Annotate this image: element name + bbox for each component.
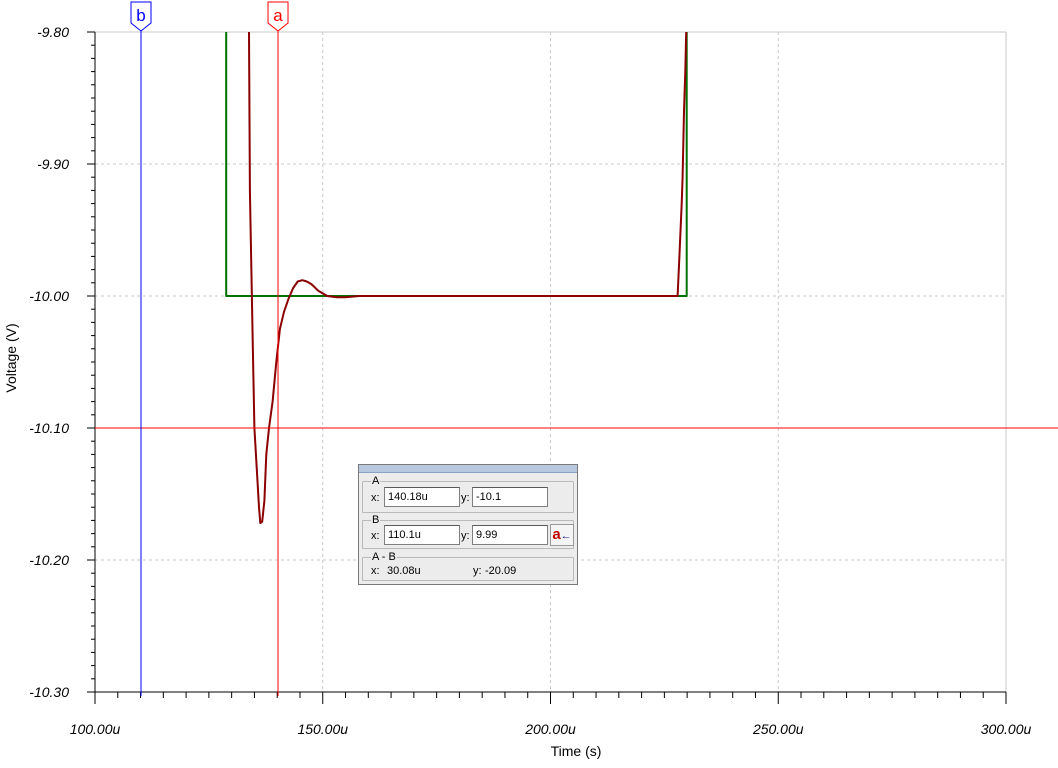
y-tick-label: -10.00 — [29, 288, 69, 304]
x-axis-title: Time (s) — [551, 743, 602, 759]
x-tick-label: 150.00u — [297, 721, 348, 737]
readout-title-bar[interactable] — [359, 465, 577, 473]
swap-cursor-button[interactable]: a← — [550, 524, 574, 546]
cursor-a-x-label: x: — [371, 492, 380, 504]
y-tick-label: -10.20 — [29, 552, 69, 568]
cursor-a-y-field[interactable] — [472, 487, 548, 507]
y-axis-title: Voltage (V) — [3, 323, 19, 392]
cursor-b-y-field[interactable] — [472, 525, 548, 545]
cursor-diff-x-label: x: — [371, 565, 380, 577]
cursor-a-x-field[interactable] — [384, 487, 460, 507]
cursor-a-y-label: y: — [461, 492, 470, 504]
cursor-a-group-label: A — [371, 475, 381, 487]
series-line-2 — [248, 31, 688, 524]
y-tick-label: -10.10 — [29, 420, 69, 436]
cursor-readout-panel[interactable]: A x: y: B x: y: a← A - B x: 30.08u y: -2… — [358, 464, 578, 585]
cursor-b-group-label: B — [371, 514, 381, 526]
axes-layer: -9.80 -9.90 -10.00 -10.10 -10.20 -10.30 100.00… — [29, 24, 1031, 737]
series-layer — [225, 31, 688, 524]
cursor-b-x-field[interactable] — [384, 525, 460, 545]
x-tick-label: 250.00u — [752, 721, 804, 737]
arrow-left-icon: ← — [560, 529, 572, 542]
cursor-a-flag-label: a — [273, 6, 283, 25]
cursor-b-flag — [130, 1, 152, 32]
cursor-a-flag — [267, 1, 289, 32]
grid-layer — [95, 31, 1007, 692]
y-tick-label: -9.90 — [37, 156, 69, 172]
cursor-b-x-label: x: — [371, 530, 380, 542]
swap-cursor-label: a — [552, 525, 561, 543]
cursor-b-group: B x: y: a← — [362, 514, 574, 549]
x-tick-label: 300.00u — [981, 721, 1032, 737]
cursor-diff-y-value: -20.09 — [485, 565, 517, 577]
y-tick-label: -9.80 — [37, 24, 69, 40]
x-tick-label: 200.00u — [524, 721, 576, 737]
y-tick-label: -10.30 — [29, 684, 69, 700]
cursor-b-flag-label: b — [136, 6, 145, 25]
cursor-b-y-label: y: — [461, 530, 470, 542]
x-tick-label: 100.00u — [70, 721, 121, 737]
cursor-diff-x-value: 30.08u — [387, 565, 421, 577]
cursor-diff-group-label: A - B — [371, 551, 397, 563]
cursor-a-group: A x: y: — [362, 475, 574, 513]
cursor-diff-group: A - B x: 30.08u y: -20.09 — [362, 551, 574, 581]
cursor-diff-y-label: y: — [473, 565, 482, 577]
